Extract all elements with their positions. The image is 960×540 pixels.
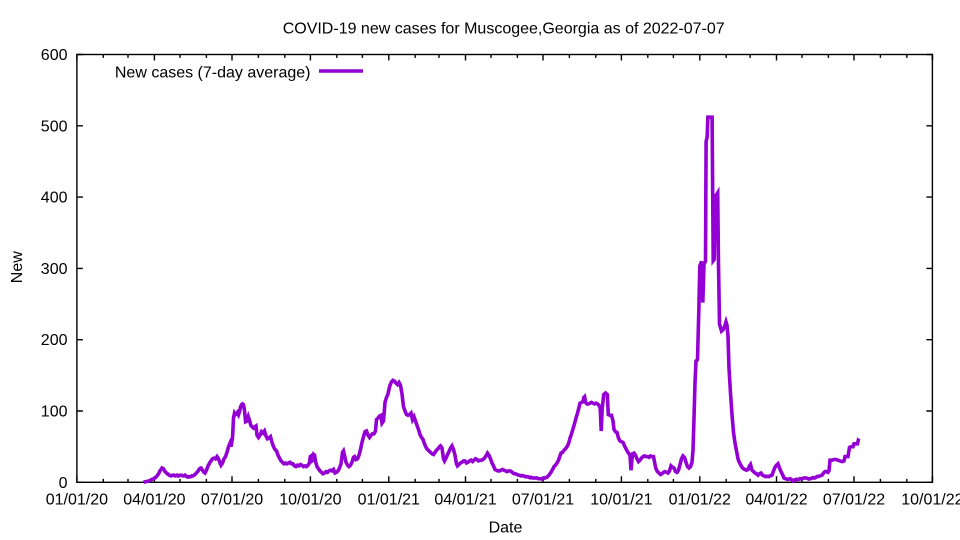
svg-text:10/01/22: 10/01/22 (901, 492, 960, 509)
svg-text:04/01/20: 04/01/20 (123, 492, 185, 509)
svg-text:07/01/20: 07/01/20 (201, 492, 263, 509)
svg-text:200: 200 (41, 332, 68, 349)
svg-text:400: 400 (41, 190, 68, 207)
svg-text:10/01/21: 10/01/21 (590, 492, 652, 509)
svg-text:Date: Date (489, 520, 523, 537)
svg-text:0: 0 (59, 475, 68, 492)
svg-text:100: 100 (41, 404, 68, 421)
svg-text:600: 600 (41, 47, 68, 64)
svg-text:01/01/21: 01/01/21 (358, 492, 420, 509)
svg-text:01/01/20: 01/01/20 (46, 492, 108, 509)
svg-text:500: 500 (41, 118, 68, 135)
svg-text:New: New (9, 251, 26, 283)
svg-text:04/01/21: 04/01/21 (434, 492, 496, 509)
svg-text:07/01/22: 07/01/22 (823, 492, 885, 509)
svg-text:04/01/22: 04/01/22 (745, 492, 807, 509)
svg-text:300: 300 (41, 261, 68, 278)
svg-text:New cases (7-day average): New cases (7-day average) (115, 65, 311, 82)
svg-text:10/01/20: 10/01/20 (279, 492, 341, 509)
svg-text:01/01/22: 01/01/22 (669, 492, 731, 509)
svg-text:COVID-19 new cases for Muscoge: COVID-19 new cases for Muscogee,Georgia … (283, 21, 725, 38)
svg-text:07/01/21: 07/01/21 (512, 492, 574, 509)
